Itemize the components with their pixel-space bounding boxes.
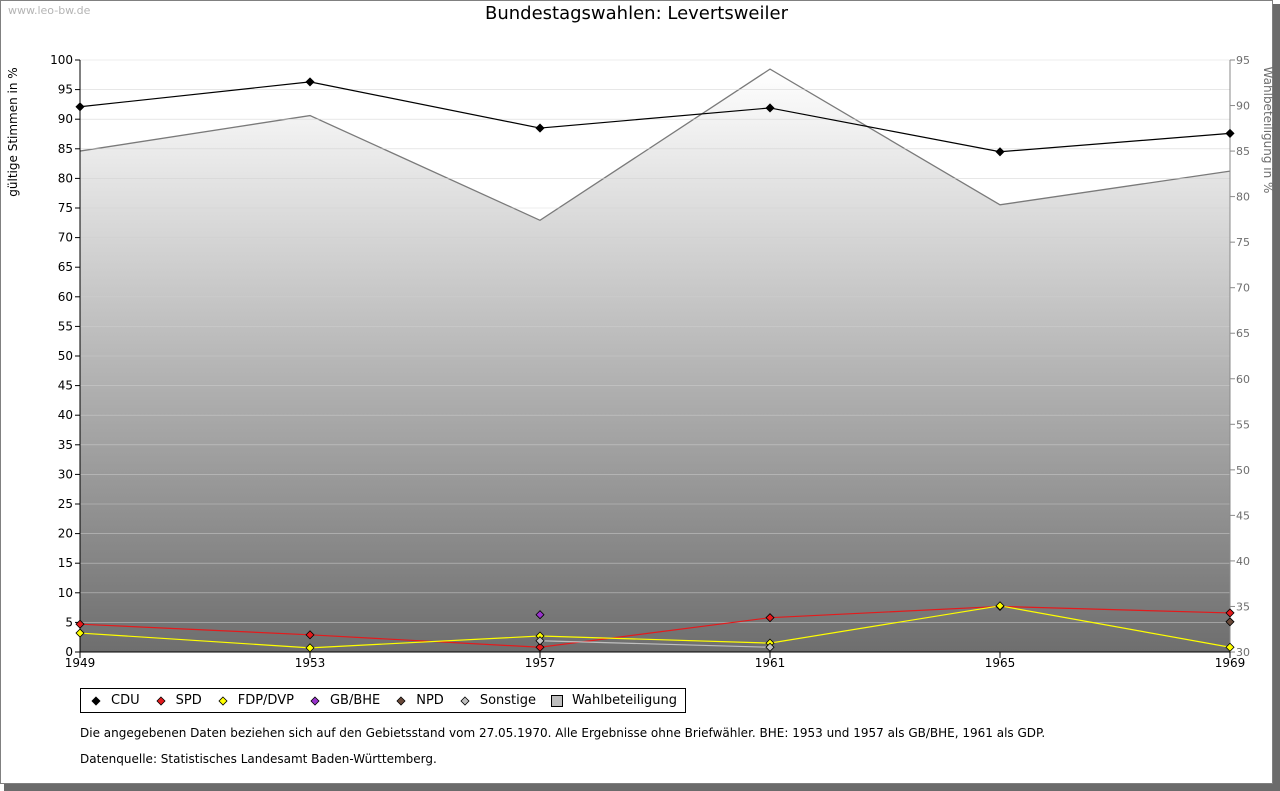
- series-line-fdp-dvp: [79, 605, 1231, 649]
- y-tick-label: 75: [58, 201, 73, 215]
- y2-tick-label: 80: [1236, 191, 1250, 204]
- y-tick-label: 40: [58, 408, 73, 422]
- y2-axis-label: Wahlbeteiligung in %: [1261, 67, 1273, 194]
- turnout-area: [80, 69, 1230, 653]
- x-tick-label: 1969: [1215, 656, 1246, 670]
- data-point-spd: [305, 630, 315, 640]
- watermark: www.leo-bw.de: [8, 4, 91, 17]
- data-point-npd: [1225, 617, 1235, 627]
- y-tick-label: 0: [65, 645, 73, 659]
- data-point-spd: [75, 619, 85, 629]
- data-point-fdp-dvp: [75, 628, 85, 638]
- y-tick-label: 50: [58, 349, 73, 363]
- x-tick-label: 1961: [755, 656, 786, 670]
- y2-tick-label: 85: [1236, 145, 1250, 158]
- y-tick-label: 30: [58, 467, 73, 481]
- turnout-line: [79, 68, 1231, 222]
- x-tick-label: 1949: [65, 656, 96, 670]
- x-tick-label: 1953: [295, 656, 326, 670]
- legend-diamond-marker: [308, 694, 322, 708]
- footnote: Die angegebenen Daten beziehen sich auf …: [80, 726, 1046, 740]
- legend-label: GB/BHE: [329, 693, 381, 708]
- series-line-sonstige: [539, 640, 771, 648]
- frame-shadow-bottom: [4, 784, 1280, 791]
- legend-item: CDU: [89, 693, 140, 708]
- legend-item: Sonstige: [458, 693, 536, 708]
- data-point-cdu: [535, 123, 545, 133]
- legend-label: Sonstige: [479, 693, 536, 708]
- y-tick-label: 65: [58, 260, 73, 274]
- y-tick-label: 70: [58, 231, 73, 245]
- y-tick-label: 90: [58, 112, 73, 126]
- legend-item: GB/BHE: [308, 693, 380, 708]
- y-tick-label: 95: [58, 83, 73, 97]
- legend-square-marker: [550, 694, 564, 708]
- legend-label: FDP/DVP: [237, 693, 294, 708]
- legend-label: NPD: [416, 693, 444, 708]
- y2-tick-label: 35: [1236, 600, 1250, 613]
- chart-title: Bundestagswahlen: Levertsweiler: [485, 3, 788, 24]
- data-point-fdp-dvp: [1225, 642, 1235, 652]
- y-tick-label: 5: [65, 615, 73, 629]
- y2-tick-label: 40: [1236, 555, 1250, 568]
- data-point-fdp-dvp: [305, 643, 315, 653]
- y-axis-label: gültige Stimmen in %: [6, 67, 20, 196]
- y2-tick-label: 45: [1236, 509, 1250, 522]
- data-point-cdu: [75, 102, 85, 112]
- frame-shadow-right: [1273, 4, 1280, 791]
- series-line-cdu: [79, 81, 1231, 153]
- y2-tick-label: 75: [1236, 236, 1250, 249]
- legend-label: Wahlbeteiligung: [572, 693, 678, 708]
- legend-diamond-marker: [89, 694, 103, 708]
- data-point-gb-bhe: [535, 610, 545, 620]
- y2-tick-label: 95: [1236, 54, 1250, 67]
- data-point-spd: [765, 613, 775, 623]
- legend: CDU SPD FDP/DVP GB/BHE NPD Sonstige Wahlbeteil…: [80, 688, 687, 713]
- y-tick-label: 85: [58, 142, 73, 156]
- y2-tick-label: 30: [1236, 646, 1250, 659]
- data-point-cdu: [765, 103, 775, 113]
- y-tick-label: 10: [58, 586, 73, 600]
- legend-item: SPD: [154, 693, 202, 708]
- y-tick-label: 20: [58, 527, 73, 541]
- legend-item: NPD: [394, 693, 444, 708]
- y2-tick-label: 50: [1236, 464, 1250, 477]
- data-point-sonstige: [765, 642, 775, 652]
- y-tick-label: 25: [58, 497, 73, 511]
- x-tick-label: 1957: [525, 656, 556, 670]
- data-point-cdu: [305, 77, 315, 87]
- legend-diamond-marker: [216, 694, 230, 708]
- data-point-cdu: [1225, 128, 1235, 138]
- y2-tick-label: 55: [1236, 418, 1250, 431]
- legend-diamond-marker: [394, 694, 408, 708]
- y2-tick-label: 70: [1236, 282, 1250, 295]
- y2-tick-label: 65: [1236, 327, 1250, 340]
- y-tick-label: 35: [58, 438, 73, 452]
- y2-tick-label: 60: [1236, 373, 1250, 386]
- legend-label: CDU: [111, 693, 140, 708]
- series-line-spd: [79, 605, 1231, 648]
- y-tick-label: 80: [58, 171, 73, 185]
- data-point-fdp-dvp: [995, 601, 1005, 611]
- x-tick-label: 1965: [985, 656, 1016, 670]
- data-source: Datenquelle: Statistisches Landesamt Bad…: [80, 752, 437, 766]
- y-tick-label: 45: [58, 379, 73, 393]
- data-point-spd: [535, 642, 545, 652]
- y-tick-label: 15: [58, 556, 73, 570]
- y-tick-label: 60: [58, 290, 73, 304]
- y2-tick-label: 90: [1236, 100, 1250, 113]
- data-point-spd: [1225, 608, 1235, 618]
- legend-label: SPD: [175, 693, 202, 708]
- legend-diamond-marker: [458, 694, 472, 708]
- y-tick-label: 55: [58, 319, 73, 333]
- data-point-sonstige: [535, 636, 545, 646]
- y-tick-label: 100: [50, 53, 73, 67]
- legend-item: FDP/DVP: [216, 693, 294, 708]
- legend-item: Wahlbeteiligung: [550, 693, 677, 708]
- legend-diamond-marker: [154, 694, 168, 708]
- data-point-cdu: [995, 147, 1005, 157]
